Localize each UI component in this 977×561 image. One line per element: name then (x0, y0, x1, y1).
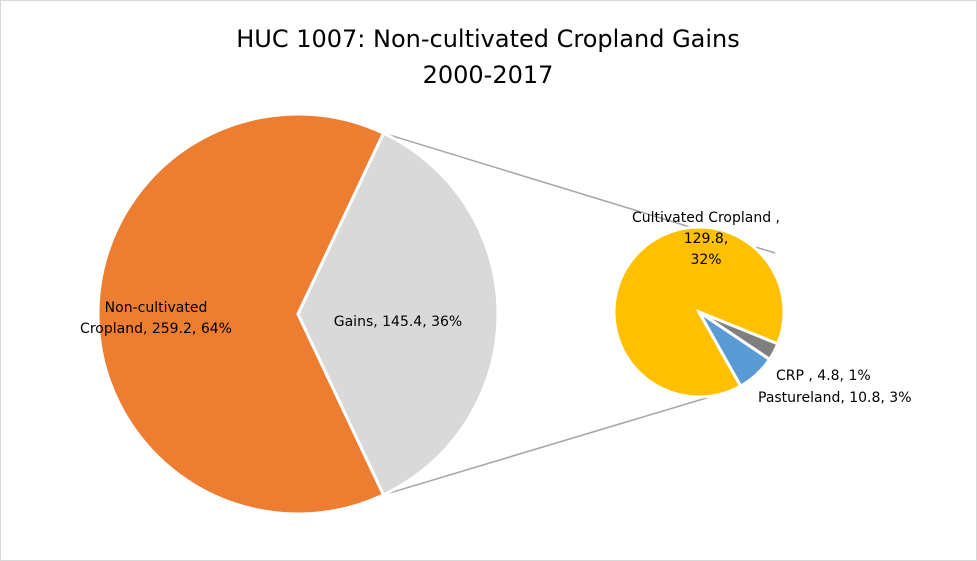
data-label-crp: CRP , 4.8, 1% (776, 368, 871, 384)
main-pie (96, 112, 500, 516)
chart-title: HUC 1007: Non-cultivated Cropland Gains (236, 25, 740, 53)
data-label-gains: Gains, 145.4, 36% (334, 314, 462, 330)
data-label-pastureland: Pastureland, 10.8, 3% (758, 390, 912, 406)
main-slice-non-cultivated-cropland (96, 112, 386, 516)
connector-line-bottom (383, 395, 714, 496)
secondary-pie (612, 225, 786, 399)
data-label-cultivated-cropland: Cultivated Cropland , 129.8, 32% (632, 210, 780, 268)
data-label-non-cultivated-cropland: Non-cultivated Cropland, 259.2, 64% (80, 300, 232, 337)
main-slice-gains (296, 131, 500, 497)
secondary-slice-pastureland (697, 310, 772, 389)
data-labels: Non-cultivated Cropland, 259.2, 64% Gains,… (80, 210, 911, 406)
chart-subtitle: 2000-2017 (423, 61, 554, 89)
